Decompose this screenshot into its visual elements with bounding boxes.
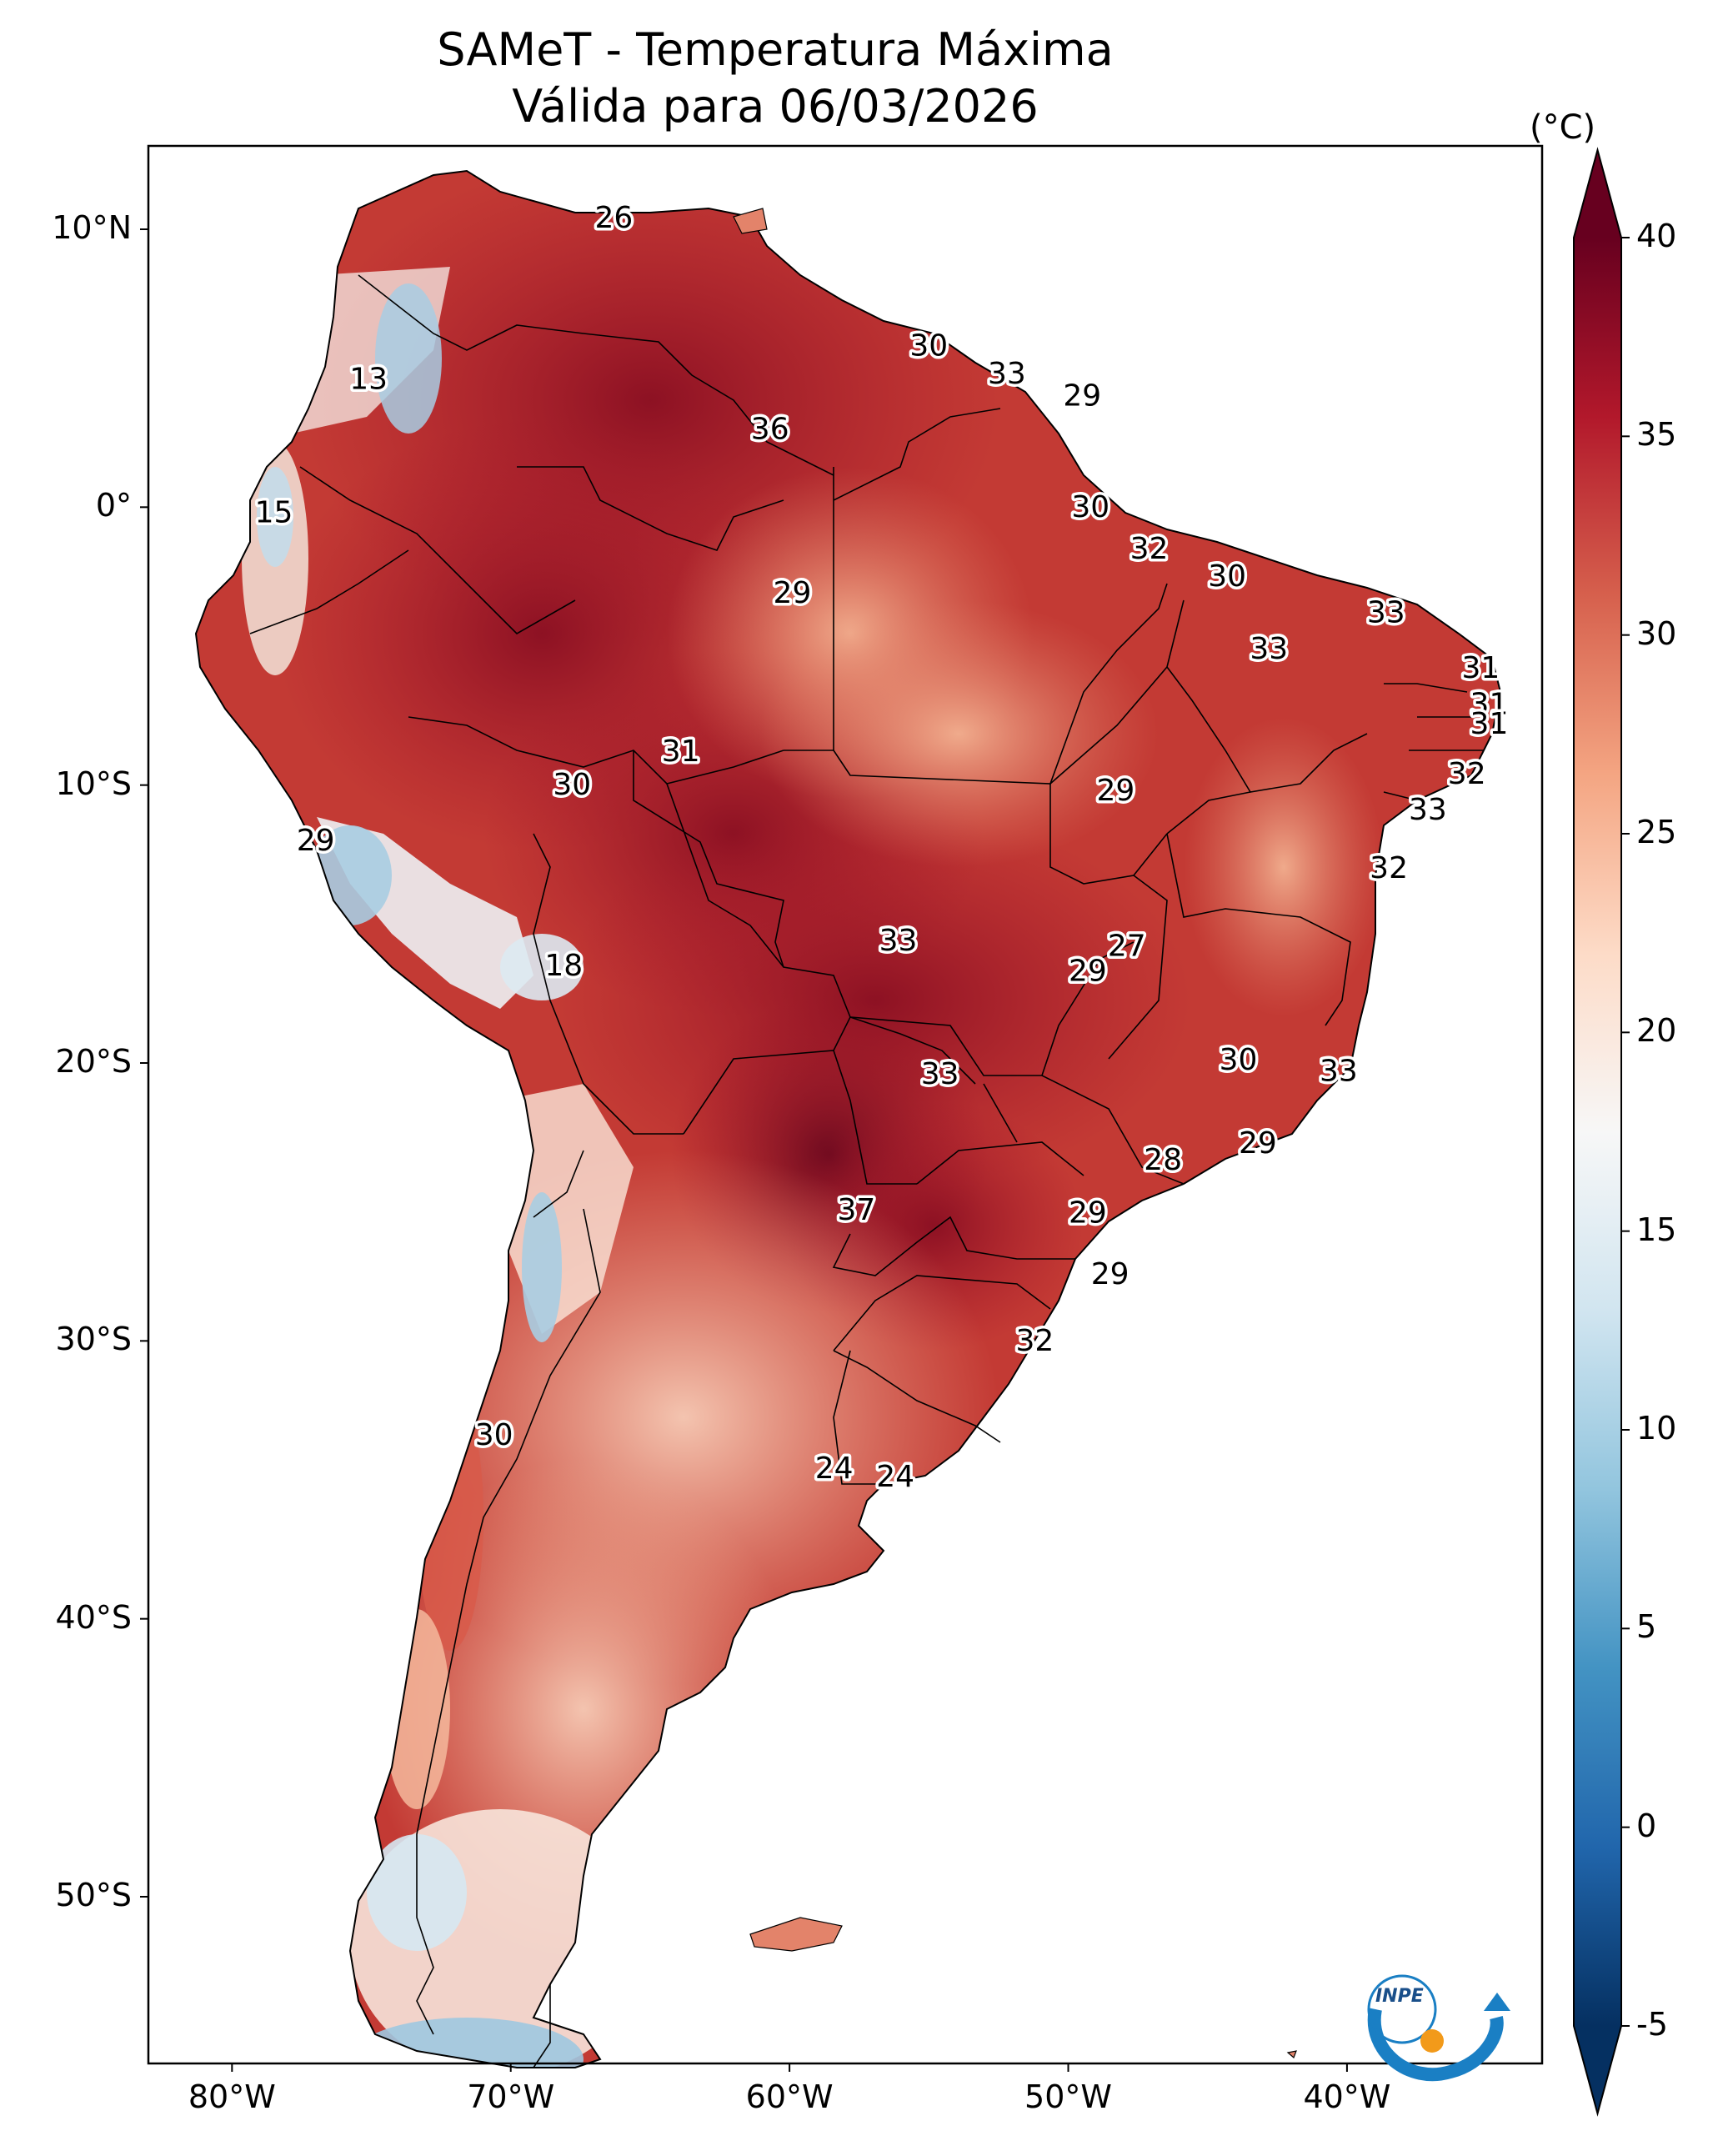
chart-title-line2: Válida para 06/03/2026 — [512, 80, 1039, 133]
colorbar-tick-label: 10 — [1636, 1410, 1677, 1447]
station-value: 30 — [553, 768, 591, 802]
station-value: 28 — [1144, 1143, 1182, 1177]
station-value: 26 — [595, 201, 634, 235]
logo-swoosh — [1367, 2008, 1504, 2082]
station-value: 30 — [475, 1418, 513, 1452]
station-value: 30 — [1208, 559, 1246, 594]
coastline — [194, 169, 1502, 2068]
station-value: 36 — [751, 413, 789, 447]
station-value: 29 — [1096, 774, 1134, 808]
colorbar-tick-label: 35 — [1636, 416, 1677, 454]
colorbar-tick-label: 40 — [1636, 218, 1677, 254]
islands — [733, 208, 1297, 2059]
inpe-logo — [1367, 1974, 1510, 2082]
colorbar-tick-marks — [1621, 237, 1630, 2027]
station-value: 33 — [1320, 1055, 1358, 1089]
station-value: 24 — [876, 1460, 914, 1494]
x-tick-label: 70°W — [467, 2078, 555, 2115]
y-tick-marks — [140, 228, 148, 1898]
colorbar-units: (°C) — [1530, 108, 1596, 147]
station-value: 32 — [1370, 851, 1408, 885]
station-value: 32 — [1015, 1324, 1054, 1358]
station-value: 29 — [1063, 379, 1101, 414]
station-value: 31 — [662, 735, 700, 769]
x-tick-label: 80°W — [188, 2078, 276, 2115]
station-value: 29 — [1069, 955, 1107, 989]
y-tick-label: 0° — [95, 487, 132, 524]
logo-text: INPE — [1375, 1986, 1424, 2007]
station-value: 13 — [349, 363, 388, 397]
station-value: 30 — [909, 329, 948, 364]
colorbar-tick-label: 15 — [1636, 1211, 1677, 1248]
y-tick-label: 40°S — [55, 1598, 132, 1636]
logo-sun — [1420, 2029, 1444, 2053]
station-value: 31 — [1462, 651, 1500, 685]
x-tick-marks — [231, 2063, 1348, 2072]
logo-ring — [1367, 1974, 1437, 2044]
station-value: 33 — [1250, 632, 1288, 666]
station-value: 29 — [774, 576, 812, 610]
station-value: 30 — [1071, 490, 1109, 524]
y-tick-label: 10°N — [52, 209, 132, 246]
station-value: 31 — [1470, 707, 1509, 741]
colorbar-tick-label: 30 — [1636, 614, 1677, 652]
station-value: 24 — [815, 1452, 854, 1486]
station-value: 29 — [1091, 1257, 1129, 1291]
station-value: 29 — [1069, 1196, 1107, 1231]
colorbar — [1573, 147, 1630, 2117]
station-value: 32 — [1130, 532, 1169, 566]
colorbar-fill — [1574, 238, 1621, 2026]
map-frame — [147, 144, 1544, 2065]
station-value: 33 — [1367, 596, 1405, 630]
colorbar-min-arrow — [1574, 2026, 1621, 2113]
station-value: 33 — [879, 924, 918, 958]
station-value: 37 — [837, 1193, 875, 1227]
y-tick-label: 10°S — [55, 765, 132, 802]
colorbar-tick-label: -5 — [1636, 2006, 1668, 2043]
x-tick-label: 40°W — [1303, 2078, 1391, 2115]
y-tick-label: 30°S — [55, 1321, 132, 1358]
station-value: 29 — [1239, 1126, 1277, 1161]
colorbar-max-arrow — [1574, 150, 1621, 238]
colorbar-tick-label: 5 — [1636, 1608, 1657, 1646]
chart-title-line1: SAMeT - Temperatura Máxima — [437, 23, 1114, 76]
colorbar-tick-label: 0 — [1636, 1807, 1657, 1844]
logo-arrow — [1484, 1993, 1510, 2011]
political-borders — [249, 274, 1484, 2068]
station-value: 30 — [1220, 1043, 1258, 1077]
station-value: 33 — [1409, 793, 1447, 827]
x-tick-label: 60°W — [745, 2078, 834, 2115]
colorbar-tick-label: 25 — [1636, 814, 1677, 850]
y-tick-label: 20°S — [55, 1043, 132, 1080]
y-tick-label: 50°S — [55, 1877, 132, 1913]
colorbar-tick-label: 20 — [1636, 1012, 1677, 1050]
station-value: 29 — [297, 824, 335, 858]
station-value: 33 — [921, 1057, 959, 1091]
station-value: 18 — [544, 949, 583, 983]
x-tick-label: 50°W — [1024, 2078, 1112, 2115]
station-value: 33 — [988, 357, 1026, 391]
station-value: 27 — [1108, 930, 1146, 964]
station-value: 15 — [255, 496, 293, 530]
station-value: 31 — [1470, 688, 1509, 722]
station-value: 32 — [1448, 757, 1486, 791]
